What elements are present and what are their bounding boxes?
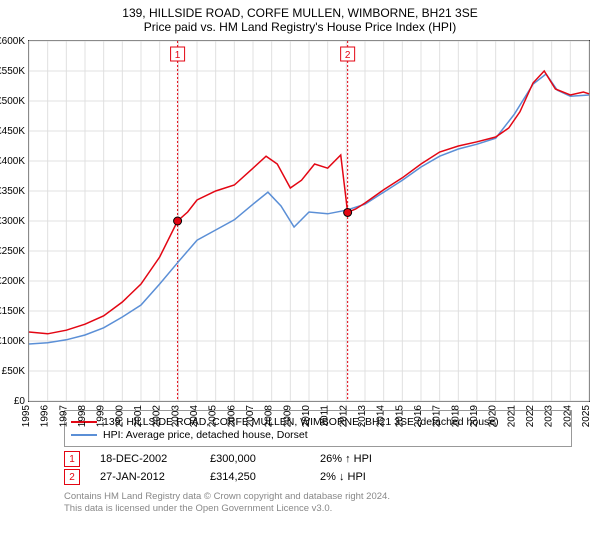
svg-text:2009: 2009: [282, 405, 293, 428]
event-date: 27-JAN-2012: [100, 471, 190, 483]
svg-text:2006: 2006: [226, 405, 237, 428]
svg-text:£350K: £350K: [0, 186, 25, 197]
svg-text:1999: 1999: [96, 405, 107, 428]
event-flag-icon: 1: [64, 451, 80, 467]
svg-text:2020: 2020: [488, 405, 499, 428]
chart-svg: 12 £0£50K£100K£150K£200K£250K£300K£350K£…: [29, 41, 589, 401]
svg-text:£250K: £250K: [0, 246, 25, 257]
svg-text:1998: 1998: [77, 405, 88, 428]
svg-text:2015: 2015: [394, 405, 405, 428]
legend-swatch: [71, 434, 97, 436]
svg-text:£450K: £450K: [0, 126, 25, 137]
event-delta: 26% ↑ HPI: [320, 453, 410, 465]
svg-text:£100K: £100K: [0, 336, 25, 347]
svg-text:2008: 2008: [264, 405, 275, 428]
svg-text:2002: 2002: [152, 405, 163, 428]
svg-text:2023: 2023: [544, 405, 555, 428]
svg-text:2017: 2017: [432, 405, 443, 428]
svg-text:2004: 2004: [189, 405, 200, 428]
svg-text:2012: 2012: [338, 405, 349, 428]
footer-text: Contains HM Land Registry data © Crown c…: [64, 491, 572, 515]
page-title: 139, HILLSIDE ROAD, CORFE MULLEN, WIMBOR…: [8, 6, 592, 20]
svg-text:2013: 2013: [357, 405, 368, 428]
svg-text:1996: 1996: [40, 405, 51, 428]
chart-area: 12 £0£50K£100K£150K£200K£250K£300K£350K£…: [28, 40, 590, 402]
svg-text:2: 2: [345, 50, 351, 61]
svg-text:£300K: £300K: [0, 216, 25, 227]
svg-text:2001: 2001: [133, 405, 144, 428]
event-date: 18-DEC-2002: [100, 453, 190, 465]
event-row: 1 18-DEC-2002 £300,000 26% ↑ HPI: [64, 451, 572, 467]
svg-text:£500K: £500K: [0, 96, 25, 107]
arrow-up-icon: ↑: [345, 453, 351, 465]
svg-text:2024: 2024: [562, 405, 573, 428]
svg-text:2010: 2010: [301, 405, 312, 428]
event-delta: 2% ↓ HPI: [320, 471, 410, 483]
svg-text:£150K: £150K: [0, 306, 25, 317]
event-row: 2 27-JAN-2012 £314,250 2% ↓ HPI: [64, 469, 572, 485]
svg-text:£50K: £50K: [2, 366, 26, 377]
event-price: £314,250: [210, 471, 300, 483]
svg-text:2005: 2005: [208, 405, 219, 428]
footer-line: This data is licensed under the Open Gov…: [64, 503, 572, 515]
legend-label: HPI: Average price, detached house, Dors…: [103, 429, 308, 441]
svg-text:£400K: £400K: [0, 156, 25, 167]
svg-text:2003: 2003: [170, 405, 181, 428]
svg-text:2021: 2021: [506, 405, 517, 428]
svg-text:2025: 2025: [581, 405, 592, 428]
svg-text:1995: 1995: [21, 405, 32, 428]
svg-text:2007: 2007: [245, 405, 256, 428]
svg-text:2011: 2011: [320, 405, 331, 427]
events-table: 1 18-DEC-2002 £300,000 26% ↑ HPI 2 27-JA…: [64, 451, 572, 485]
svg-text:2019: 2019: [469, 405, 480, 428]
svg-text:2016: 2016: [413, 405, 424, 428]
arrow-down-icon: ↓: [339, 471, 345, 483]
svg-text:2018: 2018: [450, 405, 461, 428]
footer-line: Contains HM Land Registry data © Crown c…: [64, 491, 572, 503]
svg-text:2014: 2014: [376, 405, 387, 428]
page-subtitle: Price paid vs. HM Land Registry's House …: [8, 20, 592, 34]
legend-item: HPI: Average price, detached house, Dors…: [71, 429, 565, 441]
svg-text:2022: 2022: [525, 405, 536, 428]
svg-text:1997: 1997: [58, 405, 69, 428]
svg-text:1: 1: [175, 50, 181, 61]
svg-text:£550K: £550K: [0, 66, 25, 77]
svg-text:£600K: £600K: [0, 36, 25, 47]
event-flag-icon: 2: [64, 469, 80, 485]
event-price: £300,000: [210, 453, 300, 465]
svg-text:£200K: £200K: [0, 276, 25, 287]
svg-text:2000: 2000: [114, 405, 125, 428]
